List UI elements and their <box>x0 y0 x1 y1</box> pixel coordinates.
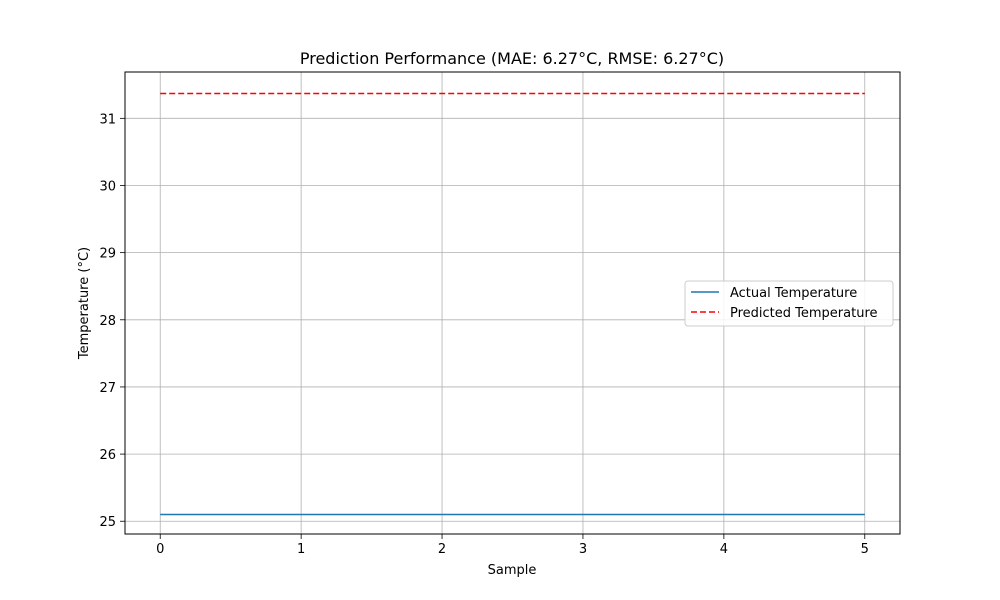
y-tick-label: 31 <box>99 112 116 127</box>
ticks: 0 1 2 3 4 5 25 26 27 28 29 30 31 <box>99 112 868 557</box>
x-tick-label: 1 <box>297 542 305 557</box>
series-lines <box>160 92 865 516</box>
y-axis-label: Temperature (°C) <box>77 247 92 360</box>
y-tick-label: 26 <box>99 448 116 463</box>
legend-box <box>684 280 894 327</box>
plot-frame <box>124 71 901 535</box>
x-tick-label: 4 <box>720 542 728 557</box>
x-tick-label: 2 <box>438 542 446 557</box>
y-tick-label: 28 <box>99 314 116 329</box>
legend-label-predicted: Predicted Temperature <box>730 306 878 321</box>
x-tick-label: 0 <box>156 542 164 557</box>
chart-title: Prediction Performance (MAE: 6.27°C, RMS… <box>300 49 724 68</box>
x-tick-label: 3 <box>579 542 587 557</box>
legend: Actual Temperature Predicted Temperature <box>684 280 894 327</box>
legend-label-actual: Actual Temperature <box>730 286 857 301</box>
y-tick-label: 30 <box>99 179 116 194</box>
y-tick-label: 27 <box>99 381 116 396</box>
y-tick-label: 25 <box>99 515 116 530</box>
x-tick-label: 5 <box>861 542 869 557</box>
y-tick-label: 29 <box>99 247 116 262</box>
x-axis-label: Sample <box>488 563 537 578</box>
